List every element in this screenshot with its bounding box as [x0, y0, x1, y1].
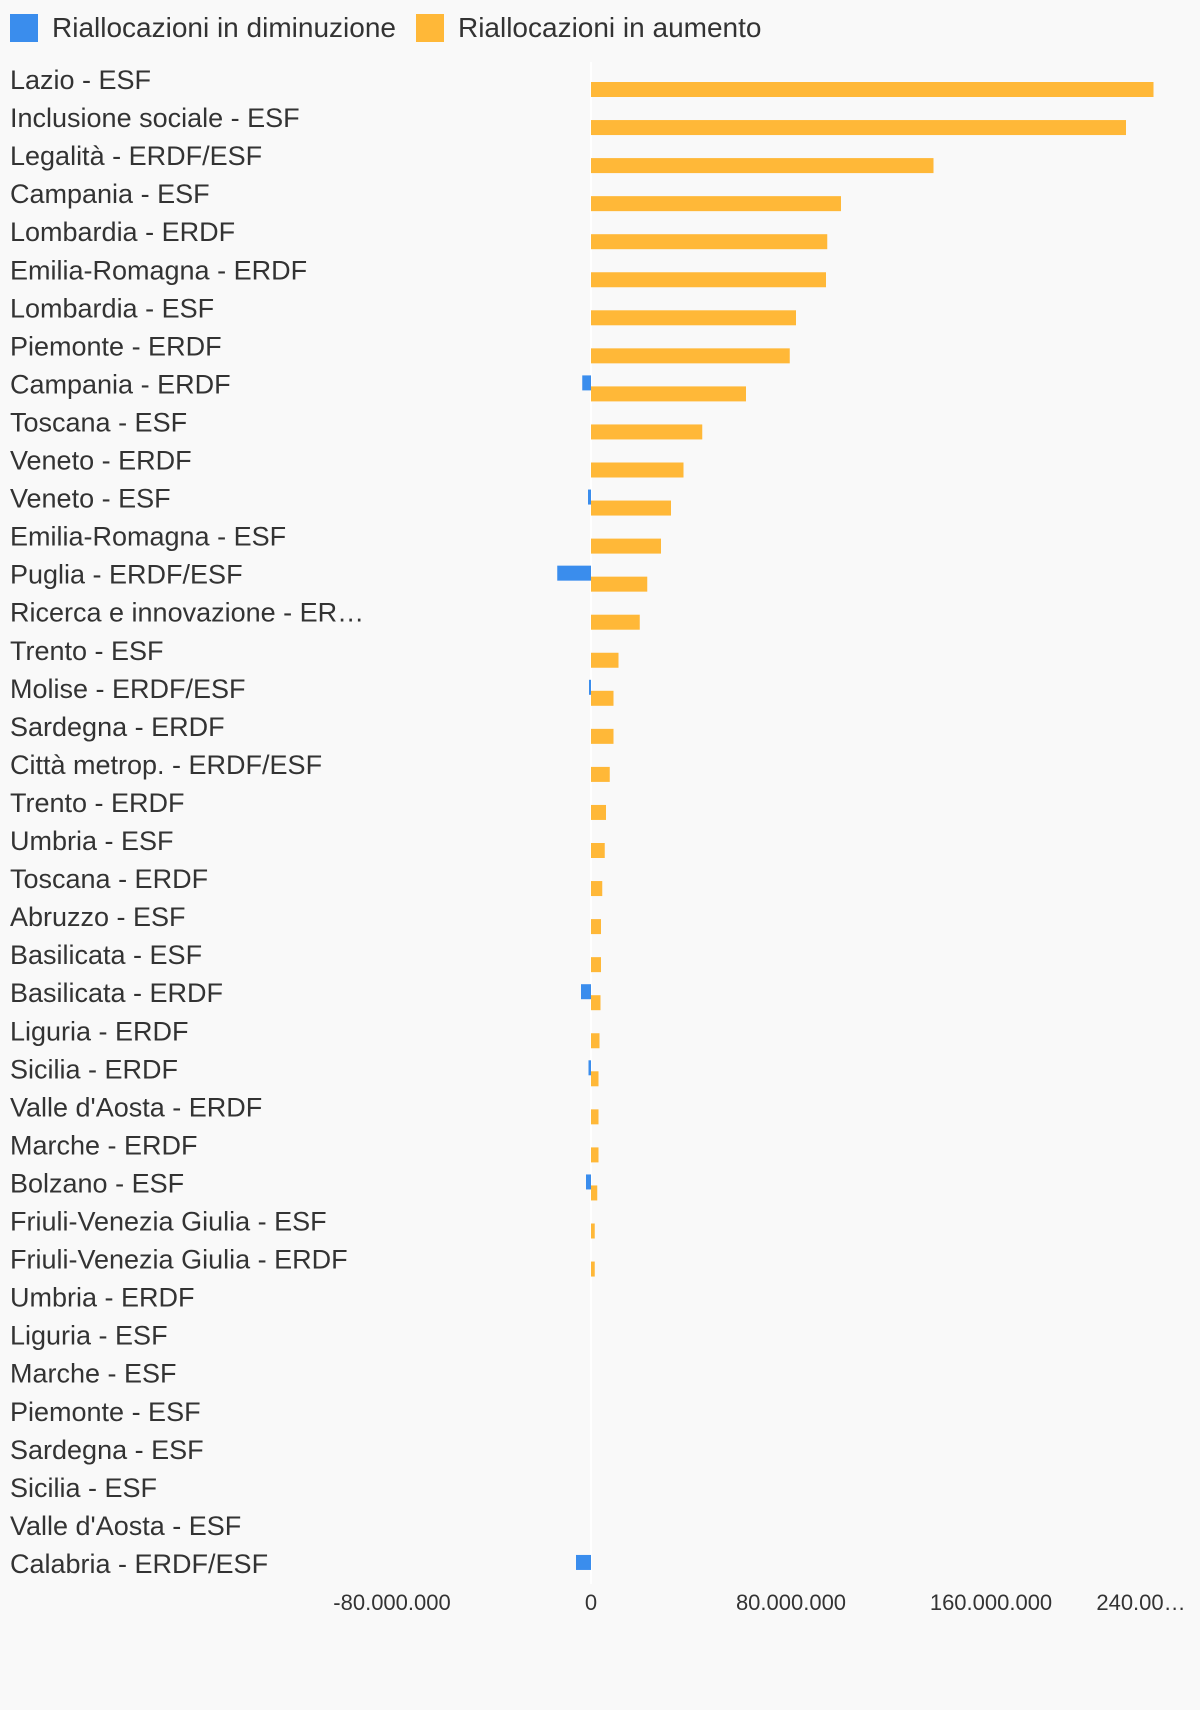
category-label: Marche - ESF: [10, 1359, 177, 1389]
category-label: Emilia-Romagna - ERDF: [10, 255, 307, 285]
category-label: Umbria - ERDF: [10, 1283, 195, 1313]
bar-decrease: [557, 565, 591, 581]
bar-increase: [591, 1033, 600, 1049]
category-label: Campania - ERDF: [10, 369, 231, 399]
bar-increase: [591, 728, 614, 744]
bar-increase: [591, 1109, 599, 1125]
category-label: Valle d'Aosta - ESF: [10, 1511, 241, 1541]
bar-increase: [591, 462, 684, 478]
bar-increase: [591, 1071, 599, 1087]
category-label: Basilicata - ERDF: [10, 978, 223, 1008]
category-label: Lazio - ESF: [10, 65, 151, 95]
bar-increase: [591, 538, 661, 554]
category-label: Marche - ERDF: [10, 1130, 198, 1160]
category-label: Sardegna - ERDF: [10, 712, 225, 742]
category-label: Abruzzo - ESF: [10, 902, 186, 932]
bar-increase: [591, 957, 601, 973]
category-label: Friuli-Venezia Giulia - ESF: [10, 1207, 327, 1237]
bar-decrease: [582, 375, 591, 391]
bar-increase: [591, 995, 601, 1011]
category-label: Inclusione sociale - ESF: [10, 103, 300, 133]
category-label: Liguria - ERDF: [10, 1016, 189, 1046]
bar-increase: [591, 843, 605, 858]
category-label: Veneto - ERDF: [10, 446, 192, 476]
category-label: Piemonte - ERDF: [10, 331, 222, 361]
bar-increase: [591, 881, 603, 897]
bar-increase: [591, 386, 746, 402]
x-tick-label: -80.000.000: [333, 1590, 450, 1615]
bar-increase: [591, 690, 614, 706]
bar-increase: [591, 196, 841, 212]
bar-increase: [591, 919, 601, 935]
bar-increase: [591, 158, 934, 174]
category-label: Trento - ERDF: [10, 788, 185, 818]
bar-increase: [591, 120, 1126, 136]
bar-increase: [591, 766, 610, 782]
legend-item-decrease[interactable]: Riallocazioni in diminuzione: [10, 12, 396, 44]
bar-increase: [591, 1223, 595, 1239]
legend-swatch-decrease: [10, 14, 38, 42]
category-label: Liguria - ESF: [10, 1321, 168, 1351]
legend-label-decrease: Riallocazioni in diminuzione: [52, 12, 396, 43]
category-label: Legalità - ERDF/ESF: [10, 141, 262, 171]
bar-increase: [591, 310, 796, 326]
bar-decrease: [581, 984, 591, 1000]
bar-increase: [591, 614, 640, 630]
bar-increase: [591, 234, 828, 250]
category-label: Valle d'Aosta - ERDF: [10, 1092, 262, 1122]
category-label: Puglia - ERDF/ESF: [10, 560, 243, 590]
category-label: Emilia-Romagna - ESF: [10, 522, 286, 552]
chart-legend: Riallocazioni in diminuzione Riallocazio…: [10, 8, 781, 48]
bar-increase: [591, 1185, 598, 1201]
category-label: Lombardia - ERDF: [10, 217, 235, 247]
bar-decrease: [586, 1174, 591, 1190]
bar-increase: [591, 424, 703, 440]
x-tick-label: 80.000.000: [736, 1590, 846, 1615]
bar-decrease: [576, 1554, 591, 1570]
bar-increase: [591, 500, 671, 516]
category-label: Trento - ESF: [10, 636, 164, 666]
x-tick-label: 0: [585, 1590, 597, 1615]
category-label: Veneto - ESF: [10, 484, 171, 514]
bar-increase: [591, 348, 790, 364]
category-label: Sicilia - ERDF: [10, 1054, 178, 1084]
legend-item-increase[interactable]: Riallocazioni in aumento: [415, 12, 762, 44]
bar-increase: [591, 272, 826, 288]
bar-increase: [591, 1147, 599, 1163]
legend-label-increase: Riallocazioni in aumento: [457, 12, 762, 43]
category-label: Ricerca e innovazione - ER…: [10, 598, 364, 628]
category-label: Bolzano - ESF: [10, 1168, 184, 1198]
category-label: Molise - ERDF/ESF: [10, 674, 246, 704]
legend-swatch-increase: [415, 14, 444, 42]
category-label: Città metrop. - ERDF/ESF: [10, 750, 322, 780]
category-label: Basilicata - ESF: [10, 940, 202, 970]
bar-increase: [591, 652, 619, 668]
bar-decrease: [588, 1060, 591, 1076]
category-label: Umbria - ESF: [10, 826, 174, 856]
category-label: Campania - ESF: [10, 179, 210, 209]
category-label: Sicilia - ESF: [10, 1473, 157, 1503]
bar-decrease: [589, 679, 591, 695]
bar-increase: [591, 1261, 595, 1277]
bar-decrease: [588, 489, 591, 505]
bar-increase: [591, 804, 606, 820]
category-label: Friuli-Venezia Giulia - ERDF: [10, 1245, 348, 1275]
bar-increase: [591, 82, 1154, 97]
category-label: Toscana - ERDF: [10, 864, 208, 894]
category-label: Piemonte - ESF: [10, 1397, 201, 1427]
category-label: Lombardia - ESF: [10, 293, 214, 323]
category-label: Calabria - ERDF/ESF: [10, 1549, 268, 1579]
x-tick-label: 160.000.000: [930, 1590, 1052, 1615]
bar-increase: [591, 576, 648, 592]
x-tick-label: 240.00…: [1096, 1590, 1185, 1615]
category-label: Sardegna - ESF: [10, 1435, 204, 1465]
category-label: Toscana - ESF: [10, 407, 187, 437]
